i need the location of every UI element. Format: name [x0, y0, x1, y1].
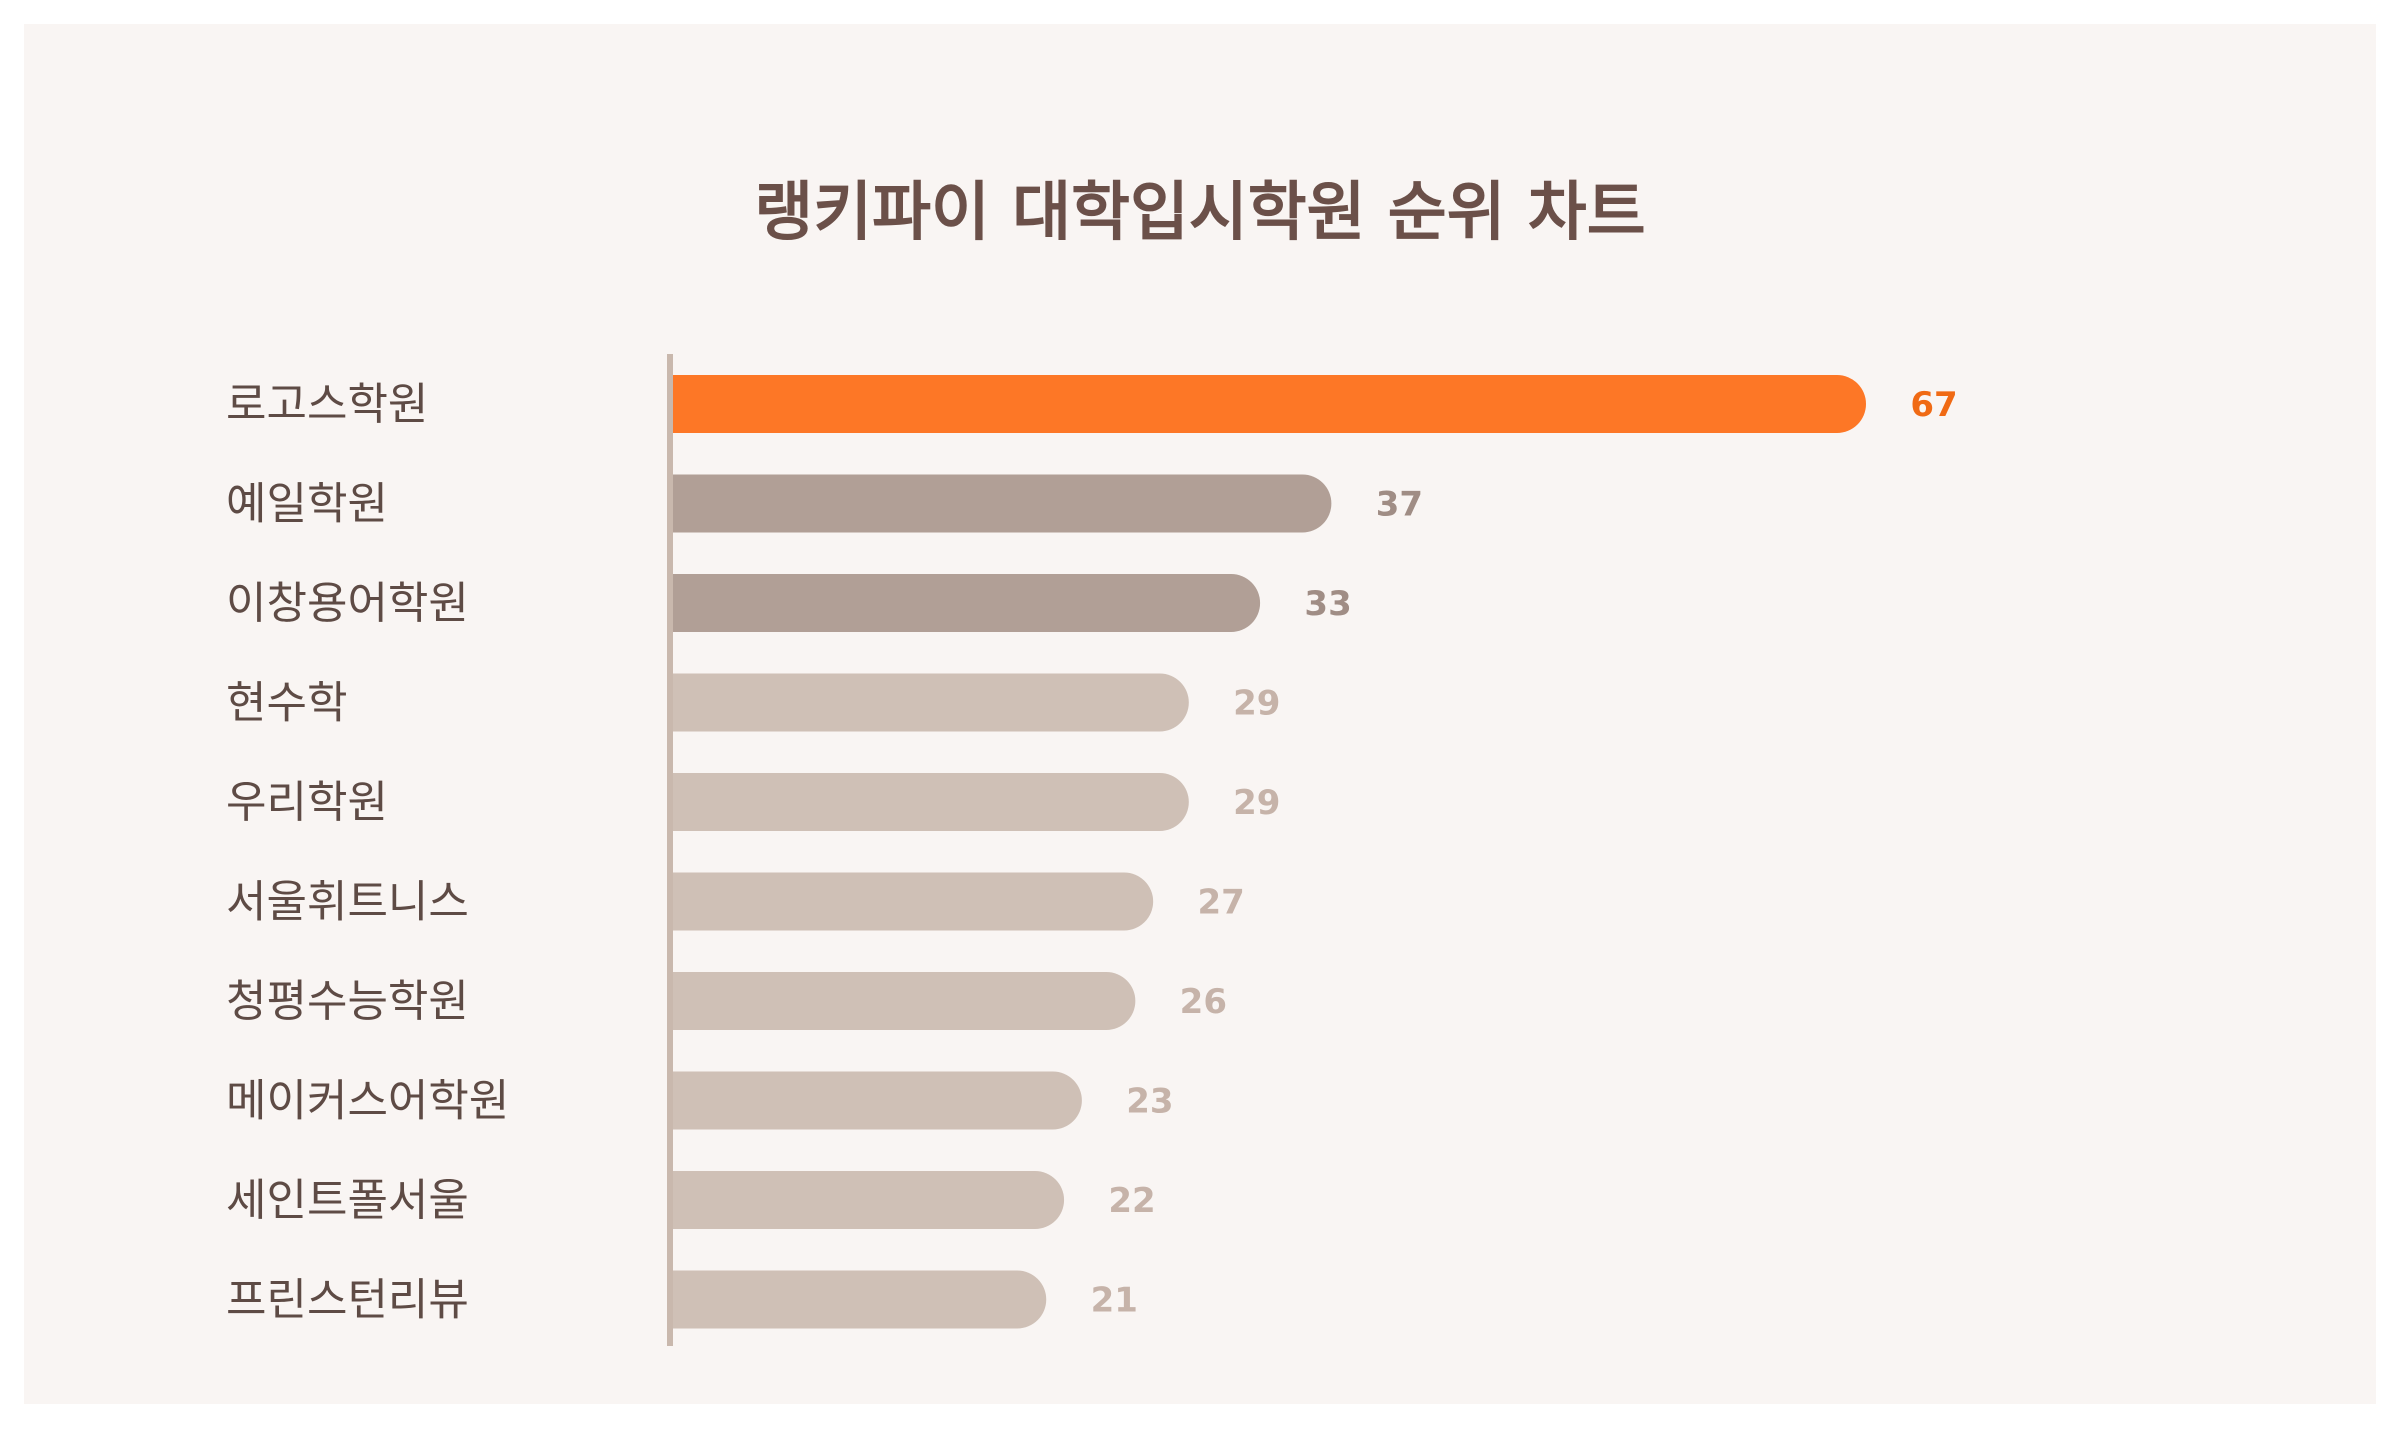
category-label: 우리학원 [226, 777, 388, 828]
value-label: 26 [1180, 982, 1227, 1022]
value-label: 23 [1126, 1082, 1173, 1122]
category-label: 프린스턴리뷰 [226, 1275, 469, 1326]
value-label: 27 [1198, 883, 1245, 923]
bar [672, 474, 1332, 533]
value-label: 37 [1376, 485, 1423, 525]
bar [672, 1071, 1082, 1130]
value-label: 33 [1304, 584, 1351, 624]
category-label: 청평수능학원 [226, 976, 469, 1027]
category-label: 이창용어학원 [226, 578, 469, 629]
bar [672, 773, 1189, 831]
bar-chart: 랭키파이 대학입시학원 순위 차트 로고스학원 67 예일학원 37 이창용어학원 33 현… [226, 176, 1958, 1346]
value-label: 67 [1910, 385, 1957, 425]
category-label: 세인트폴서울 [226, 1175, 469, 1226]
value-label: 29 [1233, 684, 1280, 724]
value-label: 29 [1233, 783, 1280, 823]
bar [672, 972, 1136, 1030]
bar [672, 574, 1261, 632]
value-label: 21 [1091, 1281, 1138, 1321]
bar [672, 673, 1189, 732]
bar [672, 1171, 1065, 1229]
chart-card: 랭키파이 대학입시학원 순위 차트 로고스학원 67 예일학원 37 이창용어학원 33 현… [24, 24, 2376, 1404]
chart-title: 랭키파이 대학입시학원 순위 차트 [754, 176, 1645, 250]
category-label: 예일학원 [226, 479, 388, 530]
bar [672, 872, 1154, 931]
value-label: 22 [1108, 1181, 1155, 1221]
bars-layer: 로고스학원 67 예일학원 37 이창용어학원 33 현수학 29 우리학원 29 서울휘트니스 27… [226, 375, 1958, 1329]
category-label: 현수학 [226, 678, 347, 729]
category-label: 서울휘트니스 [226, 877, 469, 928]
bar [672, 1270, 1047, 1329]
category-label: 로고스학원 [226, 379, 428, 430]
category-label: 메이커스어학원 [226, 1076, 509, 1127]
bar [672, 375, 1866, 433]
